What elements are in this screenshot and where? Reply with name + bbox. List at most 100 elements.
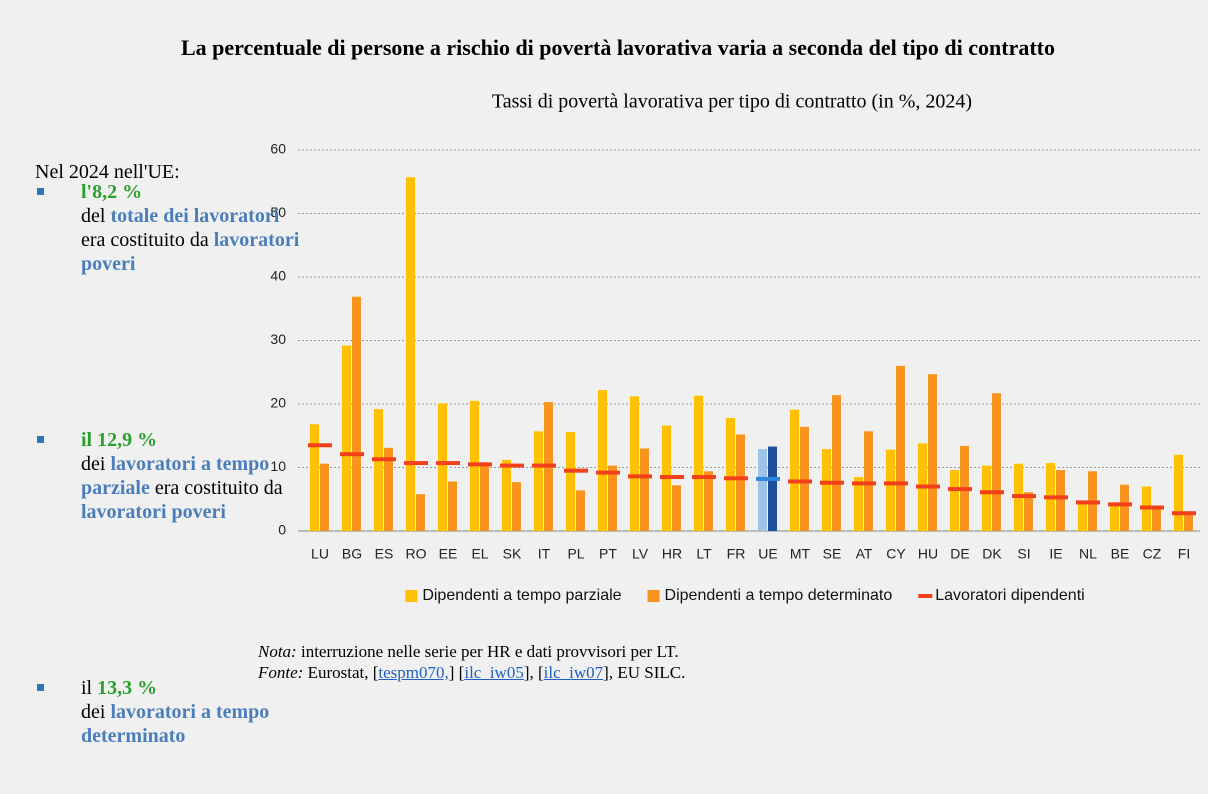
- dash-marker: [980, 490, 1004, 495]
- bar: [736, 434, 745, 531]
- dash-marker: [1108, 502, 1132, 507]
- bar: [768, 446, 777, 531]
- bar: [640, 448, 649, 531]
- dash-marker: [948, 487, 972, 492]
- text-run: Eurostat, [: [303, 663, 379, 682]
- text-run[interactable]: tespm070,: [378, 663, 449, 682]
- x-tick-label: PL: [567, 546, 584, 562]
- text-run: ], [: [523, 663, 544, 682]
- x-tick-label: LV: [632, 546, 649, 562]
- note-line: Fonte: Eurostat, [tespm070,] [ilc_iw05],…: [258, 662, 685, 683]
- bar: [832, 395, 841, 531]
- x-tick-label: DE: [950, 546, 969, 562]
- bar: [864, 431, 873, 531]
- item-lead: l'8,2 %: [81, 180, 306, 204]
- item-body: del totale dei lavoratori era costituito…: [81, 204, 306, 276]
- legend-label: Dipendenti a tempo determinato: [665, 587, 893, 604]
- x-tick-label: SE: [823, 546, 842, 562]
- text-run: del: [81, 205, 111, 227]
- text-run: lavoratori poveri: [81, 501, 226, 523]
- bar: [822, 449, 831, 531]
- dash-marker: [1172, 511, 1196, 516]
- bar: [790, 409, 799, 531]
- dash-marker: [724, 476, 748, 481]
- x-tick-label: RO: [406, 546, 427, 562]
- bar: [1024, 492, 1033, 531]
- dash-marker: [660, 475, 684, 480]
- text-run: Nota:: [258, 642, 297, 661]
- text-run: lavoratori a tempo determinato: [81, 701, 270, 747]
- dash-marker: [1044, 495, 1068, 500]
- text-run: lavoratori poveri: [81, 229, 300, 275]
- bar: [406, 177, 415, 531]
- bar: [480, 463, 489, 531]
- text-run: l'8,2 %: [81, 181, 143, 203]
- x-tick-label: NL: [1079, 546, 1097, 562]
- dash-marker: [628, 474, 652, 479]
- dash-marker: [372, 457, 396, 462]
- notes: Nota: interruzione nelle serie per HR e …: [258, 641, 685, 683]
- bar: [928, 374, 937, 531]
- bullet: [37, 684, 44, 691]
- bar: [758, 449, 767, 531]
- text-run[interactable]: ilc_iw05: [464, 663, 524, 682]
- x-tick-label: SK: [503, 546, 522, 562]
- text-run: ], EU SILC.: [603, 663, 686, 682]
- text-run: ] [: [448, 663, 465, 682]
- bar: [800, 426, 809, 531]
- list-item: il 13,3 % dei lavoratori a tempo determin…: [35, 676, 306, 748]
- x-tick-label: IE: [1049, 546, 1062, 562]
- x-tick-label: MT: [790, 546, 811, 562]
- x-tick-label: BE: [1111, 546, 1130, 562]
- bar: [854, 477, 863, 531]
- note-line: Nota: interruzione nelle serie per HR e …: [258, 641, 685, 662]
- bar: [438, 403, 447, 531]
- x-tick-label: IT: [538, 546, 551, 562]
- x-tick-label: LU: [311, 546, 329, 562]
- x-tick-label: CY: [886, 546, 906, 562]
- bar: [694, 395, 703, 531]
- legend-swatch: [405, 590, 418, 602]
- item-body: dei lavoratori a tempo determinato: [81, 700, 306, 748]
- dash-marker: [468, 462, 492, 467]
- text-run[interactable]: ilc_iw07: [543, 663, 604, 682]
- bar: [982, 465, 991, 531]
- x-tick-label: HR: [662, 546, 682, 562]
- bar: [672, 485, 681, 531]
- list-item: l'8,2 % del totale dei lavoratori era cos…: [35, 180, 306, 276]
- bar: [1120, 484, 1129, 531]
- x-tick-label: EE: [439, 546, 458, 562]
- item-body: dei lavoratori a tempo parziale era cost…: [81, 452, 306, 524]
- bar: [502, 459, 511, 531]
- legend: Dipendenti a tempo parziale Dipendenti a …: [405, 587, 1085, 604]
- dash-marker: [884, 481, 908, 486]
- bullet: [37, 188, 44, 195]
- item-lead: il 12,9 %: [81, 428, 306, 452]
- x-tick-label: CZ: [1143, 546, 1162, 562]
- x-tick-label: LT: [696, 546, 712, 562]
- bar: [534, 431, 543, 531]
- dash-marker: [820, 480, 844, 485]
- text-run: lavoratori a tempo parziale: [81, 453, 270, 499]
- dash-marker: [596, 470, 620, 475]
- bar: [598, 390, 607, 531]
- dash-marker: [788, 479, 812, 484]
- x-tick-label: PT: [599, 546, 617, 562]
- bar: [1110, 504, 1119, 531]
- bar: [576, 490, 585, 531]
- bar: [1174, 454, 1183, 531]
- y-tick-label: 60: [270, 141, 286, 157]
- dash-marker: [852, 481, 876, 486]
- x-tick-label: DK: [982, 546, 1002, 562]
- text-run: il: [81, 677, 98, 699]
- x-tick-label: SI: [1017, 546, 1030, 562]
- y-tick-label: 10: [270, 458, 286, 474]
- bar: [342, 345, 351, 531]
- bar: [992, 393, 1001, 531]
- text-run: dei: [81, 701, 111, 723]
- y-tick-label: 30: [270, 331, 286, 347]
- bar: [1056, 470, 1065, 531]
- bullet: [37, 436, 44, 443]
